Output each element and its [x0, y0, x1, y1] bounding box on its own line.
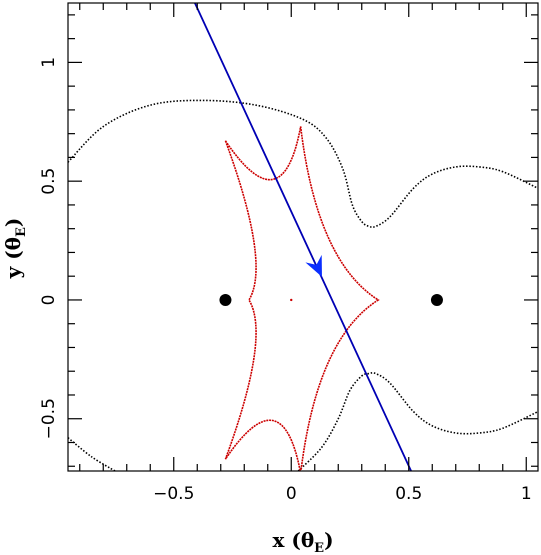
source-trajectory	[194, 3, 412, 471]
x-tick-label: 0.5	[395, 484, 422, 504]
plot-curves	[68, 3, 538, 471]
y-tick-label: −0.5	[39, 398, 59, 439]
y-tick-label: 0	[39, 295, 59, 306]
critical-curve-lower	[297, 372, 538, 471]
central-caustic	[290, 298, 293, 302]
axis-ticks	[68, 3, 538, 471]
trajectory-arrow	[305, 254, 322, 277]
plot-frame	[67, 2, 539, 472]
lens-point-1	[219, 293, 232, 306]
x-axis-label: x (θE)	[272, 528, 333, 555]
y-tick-label: 1	[39, 57, 59, 68]
x-tick-label: 1	[521, 484, 532, 504]
x-tick-label: 0	[286, 484, 297, 504]
caustic-curve	[224, 126, 380, 471]
critical-curve-left-lower	[68, 437, 116, 471]
x-tick-label: −0.5	[153, 484, 194, 504]
lens-point-2	[430, 293, 443, 306]
critical-curve-upper	[68, 99, 538, 229]
axis-tick-labels: −0.5 0 0.5 1 −0.5 0 0.5 1	[39, 57, 532, 504]
y-tick-label: 0.5	[39, 168, 59, 195]
y-axis-label: y (θE)	[1, 218, 29, 280]
